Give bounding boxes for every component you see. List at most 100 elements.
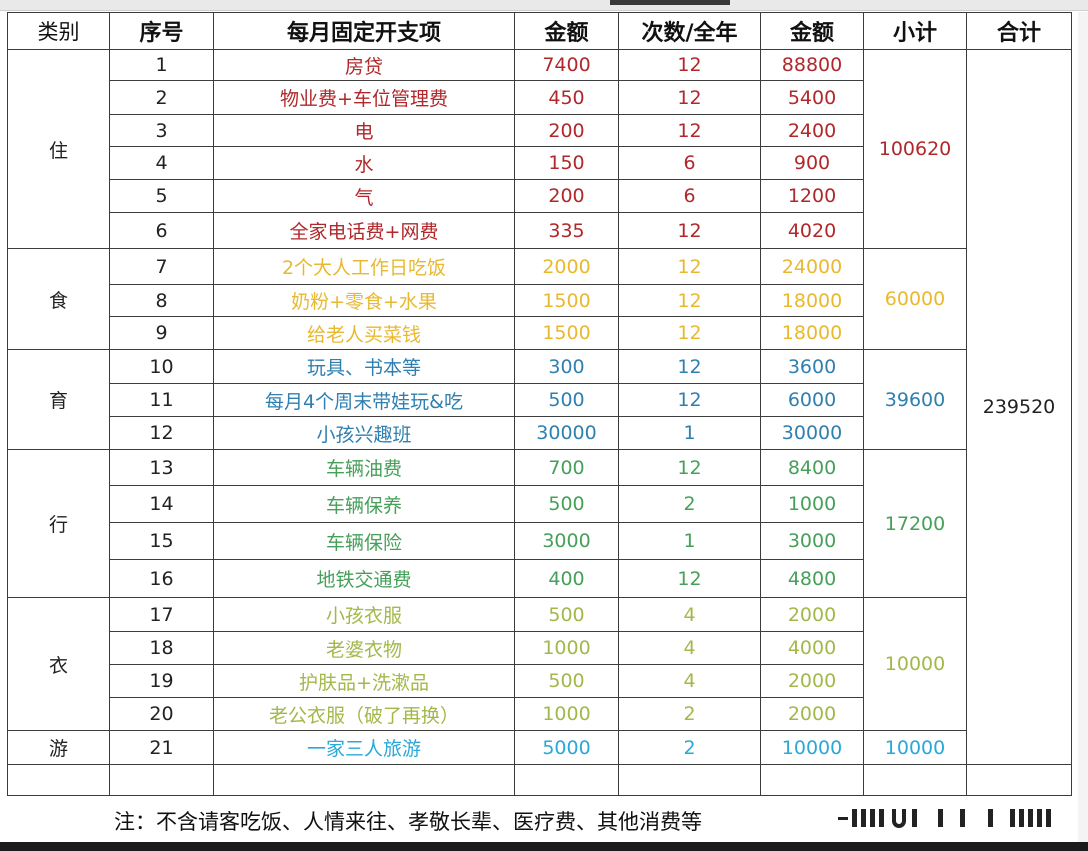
total-cell: 239520 [966, 49, 1072, 765]
category-cell: 住 [7, 49, 110, 249]
table-row: 12 小孩兴趣班 30000 1 30000 [8, 416, 1072, 450]
number-cell: 2 [109, 80, 214, 115]
annual-cell: 1200 [760, 179, 864, 213]
times-cell: 12 [618, 49, 761, 81]
annual-cell: 3600 [760, 349, 864, 384]
item-cell: 2个大人工作日吃饭 [213, 248, 515, 285]
item-cell: 一家三人旅游 [213, 730, 515, 765]
blank-cell [7, 764, 110, 796]
annual-cell: 4000 [760, 631, 864, 665]
amount-cell: 30000 [514, 416, 619, 450]
number-cell: 11 [109, 383, 214, 417]
annual-cell: 3000 [760, 522, 864, 560]
amount-cell: 7400 [514, 49, 619, 81]
times-cell: 12 [618, 114, 761, 147]
item-cell: 车辆保险 [213, 522, 515, 560]
times-cell: 12 [618, 449, 761, 486]
expense-table: 类别 序号 每月固定开支项 金额 次数/全年 金额 小计 合计 住 1 房贷 7400… [7, 12, 1072, 796]
amount-cell: 1000 [514, 631, 619, 665]
item-cell: 玩具、书本等 [213, 349, 515, 384]
amount-cell: 500 [514, 485, 619, 523]
table-row: 育 10 玩具、书本等 300 12 3600 39600 [7, 349, 1072, 450]
annual-cell: 4020 [760, 212, 864, 249]
annual-cell: 900 [760, 146, 864, 180]
item-cell: 老婆衣物 [213, 631, 515, 665]
item-cell: 房贷 [213, 49, 515, 81]
subtotal-cell: 10000 [863, 730, 967, 765]
number-cell: 5 [109, 179, 214, 213]
amount-cell: 3000 [514, 522, 619, 560]
item-cell: 小孩衣服 [213, 597, 515, 632]
table-row: 19 护肤品+洗漱品 500 4 2000 [8, 664, 1072, 698]
item-cell: 全家电话费+网费 [213, 212, 515, 249]
times-cell: 12 [618, 559, 761, 598]
item-cell: 气 [213, 179, 515, 213]
blank-cell [863, 764, 967, 796]
amount-cell: 500 [514, 597, 619, 632]
annual-cell: 24000 [760, 248, 864, 285]
number-cell: 9 [109, 316, 214, 350]
amount-cell: 150 [514, 146, 619, 180]
number-cell: 6 [109, 212, 214, 249]
number-cell: 15 [109, 522, 214, 560]
category-cell: 食 [7, 248, 110, 350]
annual-cell: 8400 [760, 449, 864, 486]
amount-cell: 500 [514, 383, 619, 417]
item-cell: 给老人买菜钱 [213, 316, 515, 350]
number-cell: 16 [109, 559, 214, 598]
window-top-bar [0, 0, 1088, 11]
annual-cell: 1000 [760, 485, 864, 523]
table-row: 食 7 2个大人工作日吃饭 2000 12 24000 60000 [7, 248, 1072, 350]
number-cell: 12 [109, 416, 214, 450]
times-cell: 6 [618, 179, 761, 213]
times-cell: 4 [618, 664, 761, 698]
amount-cell: 500 [514, 664, 619, 698]
header-annual: 金额 [760, 12, 864, 50]
header-subtotal: 小计 [863, 12, 967, 50]
subtotal-cell: 100620 [863, 49, 967, 249]
table-row: 住 1 房贷 7400 12 88800 100620 239520 [7, 49, 1072, 765]
table-row: 16 地铁交通费 400 12 4800 [8, 559, 1072, 598]
number-cell: 7 [109, 248, 214, 285]
subtotal-cell: 17200 [863, 449, 967, 598]
times-cell: 12 [618, 349, 761, 384]
watermark-bars-icon [838, 809, 1051, 828]
times-cell: 12 [618, 212, 761, 249]
header-category: 类别 [7, 12, 110, 50]
header-total: 合计 [966, 12, 1072, 50]
amount-cell: 335 [514, 212, 619, 249]
table-row: 3 电 200 12 2400 [8, 114, 1072, 147]
amount-cell: 200 [514, 114, 619, 147]
blank-cell [213, 764, 515, 796]
times-cell: 2 [618, 697, 761, 731]
item-cell: 车辆油费 [213, 449, 515, 486]
number-cell: 18 [109, 631, 214, 665]
amount-cell: 1000 [514, 697, 619, 731]
number-cell: 17 [109, 597, 214, 632]
table-row: 行 13 车辆油费 700 12 8400 17200 [7, 449, 1072, 598]
amount-cell: 400 [514, 559, 619, 598]
number-cell: 14 [109, 485, 214, 523]
table-row: 衣 17 小孩衣服 500 4 2000 10000 [7, 597, 1072, 731]
times-cell: 2 [618, 730, 761, 765]
header-times: 次数/全年 [618, 12, 761, 50]
annual-cell: 6000 [760, 383, 864, 417]
number-cell: 21 [109, 730, 214, 765]
top-strip [610, 0, 730, 5]
times-cell: 12 [618, 248, 761, 285]
table-row: 8 奶粉+零食+水果 1500 12 18000 [8, 284, 1072, 317]
item-cell: 小孩兴趣班 [213, 416, 515, 450]
annual-cell: 2400 [760, 114, 864, 147]
table-row: 15 车辆保险 3000 1 3000 [8, 522, 1072, 560]
amount-cell: 300 [514, 349, 619, 384]
footnote: 注：不含请客吃饭、人情来往、孝敬长辈、医疗费、其他消费等 [114, 810, 702, 834]
category-cell: 育 [7, 349, 110, 450]
annual-cell: 30000 [760, 416, 864, 450]
times-cell: 12 [618, 383, 761, 417]
times-cell: 4 [618, 597, 761, 632]
blank-cell [760, 764, 864, 796]
number-cell: 13 [109, 449, 214, 486]
annual-cell: 5400 [760, 80, 864, 115]
header-row: 类别 序号 每月固定开支项 金额 次数/全年 金额 小计 合计 [7, 12, 1072, 50]
amount-cell: 2000 [514, 248, 619, 285]
